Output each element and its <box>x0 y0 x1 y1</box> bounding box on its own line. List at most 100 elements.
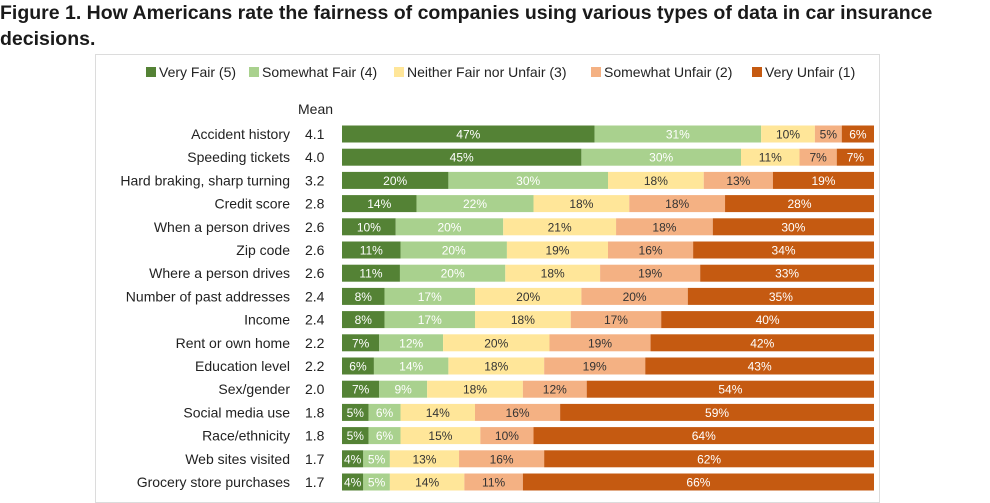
bar-segment-somewhat-fair-4 <box>373 357 449 375</box>
legend-label-very-fair-5: Very Fair (5) <box>159 64 236 80</box>
bar-segment-neither-fair-nor-unfair-3 <box>505 264 601 282</box>
data-label: 20% <box>383 174 407 188</box>
data-label: 5% <box>368 476 386 490</box>
data-label: 14% <box>415 476 439 490</box>
bar-segment-somewhat-fair-4 <box>379 334 444 352</box>
bar-segment-somewhat-fair-4 <box>363 473 390 491</box>
mean-value: 2.4 <box>305 288 325 304</box>
bar-segment-somewhat-unfair-2 <box>703 171 773 189</box>
legend-label-neither-fair-nor-unfair-3: Neither Fair nor Unfair (3) <box>407 64 567 80</box>
bar-segment-very-unfair-1 <box>700 264 874 282</box>
bar-segment-somewhat-unfair-2 <box>600 264 701 282</box>
bar-segment-very-unfair-1 <box>725 195 874 213</box>
data-label: 17% <box>418 313 442 327</box>
data-label: 35% <box>769 290 793 304</box>
data-label: 5% <box>347 429 365 443</box>
mean-value: 1.8 <box>305 428 325 444</box>
legend-swatch-neither-fair-nor-unfair-3 <box>394 67 404 77</box>
data-label: 15% <box>428 429 452 443</box>
bar-segment-very-unfair-1 <box>533 427 874 445</box>
mean-value: 1.7 <box>305 451 325 467</box>
bar-segment-somewhat-unfair-2 <box>544 357 646 375</box>
bar-segment-somewhat-fair-4 <box>368 403 401 421</box>
mean-value: 1.8 <box>305 404 325 420</box>
data-label: 9% <box>395 383 413 397</box>
category-label: Zip code <box>236 242 290 258</box>
bar-segment-very-fair-5 <box>342 218 396 236</box>
data-label: 20% <box>437 220 461 234</box>
category-label: When a person drives <box>154 219 290 235</box>
data-label: 14% <box>426 406 450 420</box>
mean-value: 2.6 <box>305 242 325 258</box>
data-label: 14% <box>367 197 391 211</box>
data-label: 31% <box>666 128 690 142</box>
data-label: 45% <box>450 151 474 165</box>
data-label: 11% <box>359 267 382 281</box>
bar-segment-very-fair-5 <box>342 427 369 445</box>
bar-segment-very-unfair-1 <box>772 171 874 189</box>
mean-value: 1.7 <box>305 474 325 490</box>
data-label: 30% <box>516 174 540 188</box>
bar-segment-very-fair-5 <box>342 311 385 329</box>
legend-label-very-unfair-1: Very Unfair (1) <box>765 64 855 80</box>
data-label: 6% <box>849 128 867 142</box>
data-label: 42% <box>750 336 774 350</box>
category-label: Web sites visited <box>185 451 290 467</box>
data-label: 21% <box>548 220 572 234</box>
bar-segment-neither-fair-nor-unfair-3 <box>533 195 630 213</box>
category-label: Sex/gender <box>218 381 290 397</box>
bar-segment-very-unfair-1 <box>522 473 874 491</box>
legend-swatch-somewhat-unfair-2 <box>591 67 601 77</box>
data-label: 5% <box>820 128 838 142</box>
bar-segment-neither-fair-nor-unfair-3 <box>741 148 800 166</box>
mean-value: 2.8 <box>305 196 325 212</box>
data-label: 18% <box>665 197 689 211</box>
bar-segment-somewhat-fair-4 <box>363 450 390 468</box>
data-label: 7% <box>352 336 370 350</box>
bar-segment-somewhat-fair-4 <box>594 125 762 143</box>
mean-value: 4.1 <box>305 126 325 142</box>
data-label: 19% <box>811 174 835 188</box>
data-label: 16% <box>506 406 530 420</box>
data-label: 4% <box>344 452 362 466</box>
bar-segment-somewhat-unfair-2 <box>581 287 688 305</box>
bar-segment-very-fair-5 <box>342 403 369 421</box>
bar-segment-very-unfair-1 <box>645 357 874 375</box>
data-label: 20% <box>623 290 647 304</box>
data-label: 20% <box>516 290 540 304</box>
figure-title: Figure 1. How Americans rate the fairnes… <box>0 2 933 50</box>
bar-segment-neither-fair-nor-unfair-3 <box>389 450 460 468</box>
bar-segment-very-unfair-1 <box>687 287 874 305</box>
bar-segment-very-fair-5 <box>342 125 595 143</box>
bar-segment-somewhat-unfair-2 <box>480 427 534 445</box>
data-label: 5% <box>368 452 386 466</box>
bar-segment-somewhat-fair-4 <box>368 427 401 445</box>
mean-header: Mean <box>298 101 333 117</box>
data-label: 7% <box>352 383 370 397</box>
category-label: Accident history <box>191 126 290 142</box>
bar-segment-somewhat-unfair-2 <box>608 241 694 259</box>
data-label: 62% <box>697 452 721 466</box>
data-label: 19% <box>588 336 612 350</box>
category-label: Grocery store purchases <box>137 474 290 490</box>
category-label: Credit score <box>215 196 291 212</box>
bar-segment-neither-fair-nor-unfair-3 <box>427 380 523 398</box>
bar-segment-very-fair-5 <box>342 148 582 166</box>
legend-label-somewhat-fair-4: Somewhat Fair (4) <box>262 64 377 80</box>
category-label: Race/ethnicity <box>202 428 290 444</box>
data-label: 34% <box>772 244 796 258</box>
category-label: Social media use <box>183 404 290 420</box>
data-label: 5% <box>347 406 365 420</box>
data-label: 43% <box>748 360 772 374</box>
data-label: 18% <box>484 360 508 374</box>
bar-segment-very-fair-5 <box>342 287 385 305</box>
bar-segment-very-fair-5 <box>342 334 380 352</box>
bar-segment-very-unfair-1 <box>712 218 874 236</box>
bar-segment-neither-fair-nor-unfair-3 <box>608 171 704 189</box>
bar-segment-very-fair-5 <box>342 171 449 189</box>
mean-value: 4.0 <box>305 149 325 165</box>
data-label: 10% <box>357 220 381 234</box>
data-label: 47% <box>456 128 480 142</box>
data-label: 12% <box>543 383 567 397</box>
